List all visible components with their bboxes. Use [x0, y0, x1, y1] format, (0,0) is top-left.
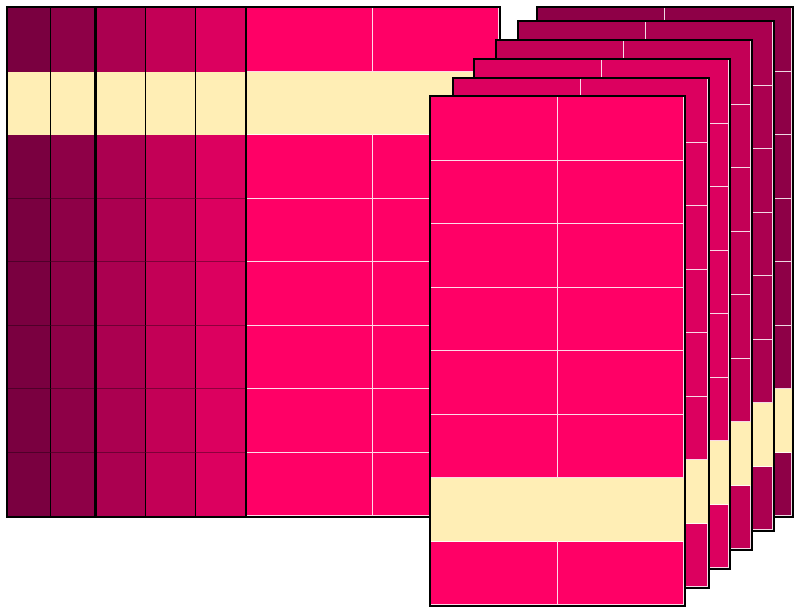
left-grid-panel	[6, 6, 96, 518]
grid-cell	[146, 135, 196, 199]
grid-cell	[97, 452, 147, 516]
grid-cell	[51, 135, 94, 199]
grid-cell	[557, 287, 684, 351]
grid-cell	[51, 452, 94, 516]
grid-cell	[97, 135, 147, 199]
grid-cell	[51, 262, 94, 326]
grid-cell	[146, 452, 196, 516]
grid-cell	[195, 135, 245, 199]
grid-cell	[431, 351, 558, 415]
grid-cell	[247, 389, 373, 453]
grid-cell	[146, 71, 196, 135]
grid-cell	[431, 287, 558, 351]
grid-cell	[97, 262, 147, 326]
grid-cell	[431, 414, 558, 478]
grid-cell	[247, 8, 373, 72]
grid-cell	[195, 389, 245, 453]
grid-cell	[431, 224, 558, 288]
grid-cell	[195, 452, 245, 516]
grid-cell	[97, 389, 147, 453]
grid-cell	[557, 414, 684, 478]
front-panel	[429, 95, 686, 607]
grid-cell	[8, 452, 51, 516]
grid-cell	[51, 198, 94, 262]
grid-cell	[51, 71, 94, 135]
grid-cell	[195, 198, 245, 262]
grid-cell	[8, 325, 51, 389]
grid-cell	[247, 452, 373, 516]
grid-cell	[431, 97, 558, 161]
grid-cell	[557, 224, 684, 288]
grid-cell	[8, 71, 51, 135]
grid-cell	[431, 541, 558, 605]
grid-cell	[195, 325, 245, 389]
grid-cell	[557, 351, 684, 415]
grid-cell	[146, 8, 196, 72]
grid-cell	[146, 198, 196, 262]
grid-cell	[8, 262, 51, 326]
grid-cell	[247, 262, 373, 326]
middle-grid-panel	[95, 6, 247, 518]
grid-cell	[431, 160, 558, 224]
grid-cell	[8, 389, 51, 453]
grid-cell	[97, 325, 147, 389]
grid-cell	[557, 541, 684, 605]
grid-cell	[51, 389, 94, 453]
grid-cell	[247, 198, 373, 262]
grid-cell	[195, 262, 245, 326]
grid-cell	[247, 325, 373, 389]
grid-cell	[146, 389, 196, 453]
grid-cell	[97, 198, 147, 262]
grid-cell	[557, 478, 684, 542]
grid-cell	[247, 135, 373, 199]
grid-cell	[557, 160, 684, 224]
grid-cell	[51, 325, 94, 389]
grid-cell	[97, 8, 147, 72]
grid-cell	[247, 71, 373, 135]
grid-cell	[146, 325, 196, 389]
grid-cell	[557, 97, 684, 161]
grid-cell	[431, 478, 558, 542]
grid-cell	[8, 8, 51, 72]
grid-cell	[8, 198, 51, 262]
grid-cell	[97, 71, 147, 135]
grid-cell	[195, 8, 245, 72]
grid-cell	[51, 8, 94, 72]
grid-cell	[195, 71, 245, 135]
grid-cell	[146, 262, 196, 326]
grid-cell	[8, 135, 51, 199]
